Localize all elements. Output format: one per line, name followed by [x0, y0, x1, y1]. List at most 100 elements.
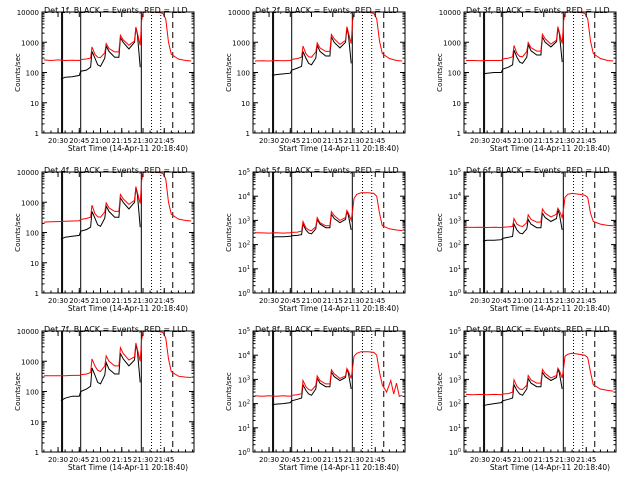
y-axis-label: Counts/sec — [225, 372, 233, 411]
panel-title: Det 6f, BLACK = Events, RED = LLD — [466, 166, 610, 175]
y-tick-label: 101 — [238, 265, 250, 274]
panel-title: Det 2f, BLACK = Events, RED = LLD — [255, 6, 399, 15]
x-tick-label: 21:45 — [154, 297, 174, 305]
y-tick-label: 100 — [26, 230, 39, 238]
y-axis-label: Counts/sec — [225, 213, 233, 252]
plot-frame — [252, 330, 406, 453]
y-tick-label: 100 — [238, 448, 250, 457]
y-tick-label: 1 — [457, 130, 461, 138]
x-tick-label: 20:30 — [470, 297, 490, 305]
y-tick-label: 102 — [449, 241, 461, 250]
series-events-line — [271, 28, 352, 76]
y-axis-label: Counts/sec — [436, 372, 444, 411]
panel-title: Det 8f, BLACK = Events, RED = LLD — [255, 325, 399, 334]
x-tick-label: 21:30 — [555, 297, 575, 305]
plot-frame — [41, 330, 195, 453]
y-tick-label: 1000 — [21, 39, 39, 47]
y-tick-label: 10 — [30, 100, 39, 108]
x-tick-label: 21:15 — [112, 137, 132, 145]
series-lld-line — [254, 351, 403, 397]
y-tick-label: 1 — [35, 449, 39, 457]
y-axis-label: Counts/sec — [14, 53, 22, 92]
x-tick-label: 21:15 — [323, 297, 343, 305]
y-axis-label: Counts/sec — [436, 213, 444, 252]
x-tick-label: 20:45 — [491, 137, 511, 145]
x-axis-label: Start Time (14-Apr-11 20:18:40) — [68, 304, 188, 313]
x-tick-label: 20:30 — [48, 137, 68, 145]
y-tick-label: 10 — [241, 100, 250, 108]
y-tick-label: 100 — [449, 289, 461, 298]
x-tick-label: 21:00 — [512, 137, 532, 145]
y-tick-label: 101 — [449, 265, 461, 274]
y-tick-label: 1000 — [21, 358, 39, 366]
series-lld-line — [465, 11, 614, 62]
x-tick-label: 20:30 — [48, 456, 68, 464]
x-axis-label: Start Time (14-Apr-11 20:18:40) — [279, 144, 399, 153]
x-tick-label: 20:45 — [280, 137, 300, 145]
series-lld-line — [43, 171, 192, 223]
y-tick-label: 10 — [452, 100, 461, 108]
x-tick-label: 21:15 — [534, 456, 554, 464]
panel-1: 1 10 100 1000 10000 20:30 20:45 21:00 21:15 21:30… — [14, 6, 195, 153]
x-tick-label: 21:00 — [512, 297, 532, 305]
x-axis-label: Start Time (14-Apr-11 20:18:40) — [68, 463, 188, 472]
x-tick-label: 21:30 — [344, 297, 364, 305]
panel-title: Det 5f, BLACK = Events, RED = LLD — [255, 166, 399, 175]
x-tick-label: 21:15 — [112, 456, 132, 464]
y-tick-label: 105 — [449, 327, 461, 336]
x-tick-label: 21:30 — [555, 137, 575, 145]
y-tick-label: 102 — [449, 400, 461, 409]
series-lld-line — [43, 330, 192, 378]
series-events-line — [482, 208, 563, 242]
y-tick-label: 100 — [237, 70, 250, 78]
y-tick-label: 1 — [246, 130, 250, 138]
x-tick-label: 21:15 — [534, 297, 554, 305]
x-tick-label: 21:45 — [365, 137, 385, 145]
y-tick-label: 104 — [449, 192, 461, 201]
y-tick-label: 100 — [26, 70, 39, 78]
x-tick-label: 21:15 — [534, 137, 554, 145]
x-tick-label: 21:00 — [90, 456, 110, 464]
series-events-line — [60, 344, 141, 402]
y-tick-label: 10 — [30, 419, 39, 427]
y-tick-label: 101 — [238, 424, 250, 433]
y-tick-label: 1 — [35, 130, 39, 138]
series-lld-line — [254, 11, 403, 62]
y-tick-label: 105 — [449, 168, 461, 177]
x-tick-label: 20:30 — [48, 297, 68, 305]
x-tick-label: 21:00 — [512, 456, 532, 464]
x-tick-label: 20:30 — [470, 137, 490, 145]
x-tick-label: 21:00 — [301, 137, 321, 145]
x-axis-label: Start Time (14-Apr-11 20:18:40) — [279, 463, 399, 472]
y-tick-label: 10 — [30, 260, 39, 268]
series-events-line — [60, 27, 141, 80]
x-tick-label: 20:30 — [259, 456, 279, 464]
series-lld-line — [465, 352, 614, 396]
x-tick-label: 21:00 — [301, 456, 321, 464]
y-tick-label: 105 — [238, 327, 250, 336]
x-axis-label: Start Time (14-Apr-11 20:18:40) — [279, 304, 399, 313]
y-tick-label: 101 — [449, 424, 461, 433]
x-tick-label: 21:15 — [323, 456, 343, 464]
x-tick-label: 21:15 — [323, 137, 343, 145]
series-events-line — [271, 367, 352, 406]
plot-frame — [252, 171, 406, 294]
y-tick-label: 104 — [238, 351, 250, 360]
y-tick-label: 105 — [238, 168, 250, 177]
y-tick-label: 102 — [238, 241, 250, 250]
x-tick-label: 21:45 — [576, 137, 596, 145]
panel-4: 1 10 100 1000 10000 20:30 20:45 21:00 21:15 21:30… — [14, 166, 195, 313]
x-axis-label: Start Time (14-Apr-11 20:18:40) — [68, 144, 188, 153]
panel-title: Det 3f, BLACK = Events, RED = LLD — [466, 6, 610, 15]
series-events-line — [60, 187, 141, 240]
panel-title: Det 4f, BLACK = Events, RED = LLD — [44, 166, 188, 175]
series-events-line — [482, 28, 563, 75]
y-axis-label: Counts/sec — [14, 213, 22, 252]
x-tick-label: 21:00 — [90, 297, 110, 305]
x-tick-label: 20:45 — [69, 297, 89, 305]
y-tick-label: 10000 — [17, 169, 39, 177]
